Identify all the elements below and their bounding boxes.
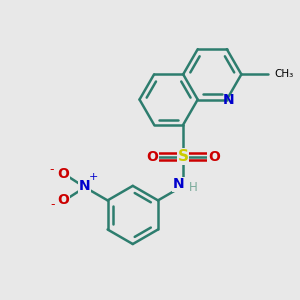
Text: O: O bbox=[57, 194, 69, 207]
Text: CH₃: CH₃ bbox=[275, 69, 294, 80]
Text: N: N bbox=[173, 177, 184, 191]
Text: O: O bbox=[208, 150, 220, 164]
Text: O: O bbox=[57, 167, 69, 181]
Text: -: - bbox=[49, 163, 54, 176]
Text: N: N bbox=[223, 92, 234, 106]
Text: -: - bbox=[51, 198, 55, 211]
Text: +: + bbox=[89, 172, 98, 182]
Text: N: N bbox=[79, 179, 91, 193]
Text: O: O bbox=[147, 150, 159, 164]
Text: H: H bbox=[189, 181, 198, 194]
Text: S: S bbox=[178, 149, 189, 164]
